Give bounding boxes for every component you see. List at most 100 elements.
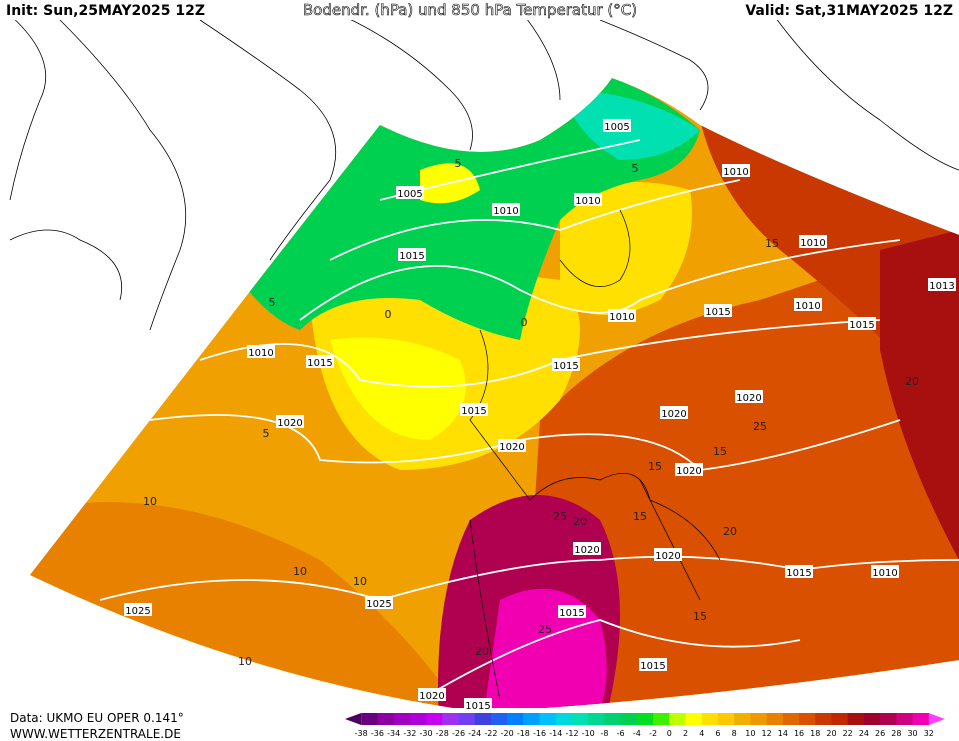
colorbar-label: 32 [924,729,934,738]
colorbar-label: -8 [600,729,608,738]
isobar-label-box [573,542,601,555]
isobar-label-box [558,605,586,618]
colorbar-swatch [555,713,573,725]
colorbar-swatch [750,713,768,725]
isobar-label: 1010 [493,206,518,217]
isobar-label-box [794,298,822,311]
isobar-label: 1013 [929,281,954,292]
isobar-label-box [928,278,956,291]
website: WWW.WETTERZENTRALE.DE [10,727,181,741]
colorbar-swatch [669,713,687,725]
isobar-label: 1010 [575,196,600,207]
isotherm-label: 15 [765,237,779,250]
isotherm-label: 5 [455,157,462,170]
isobar-label: 1010 [723,167,748,178]
isotherm-label: 15 [693,610,707,623]
isobar-label: 1015 [461,406,486,417]
colorbar-swatch [831,713,849,725]
isotherm-label: 20 [723,525,737,538]
valid-time: Valid: Sat,31MAY2025 12Z [745,3,953,19]
isotherm-label: 20 [573,515,587,528]
isobar-label: 1020 [419,691,444,702]
colorbar-label: 24 [859,729,869,738]
temperature-field [30,78,959,712]
isobar-label-box [247,345,275,358]
colorbar-label: 26 [875,729,885,738]
isotherm-label: 10 [353,575,367,588]
isobar-label: 1020 [499,442,524,453]
isotherm-label: 15 [633,510,647,523]
colorbar-swatch [847,713,865,725]
colorbar-swatch [572,713,589,725]
colorbar-swatch [361,713,378,725]
colorbar-label: 2 [683,729,688,738]
isotherm-label: 25 [753,420,767,433]
isobars [99,139,959,701]
isobar-label-box [848,317,876,330]
temp-area [520,230,959,712]
isobar-label: 1010 [872,568,897,579]
colorbar-label: -28 [436,729,449,738]
colorbar-swatch [701,713,719,725]
isotherm-label: 15 [648,460,662,473]
colorbar-swatch [799,713,816,725]
colorbar-swatch [636,713,654,725]
colorbar-label: -34 [387,729,400,738]
data-source: Data: UKMO EU OPER 0.141° [10,711,184,725]
colorbar-swatch [474,713,492,725]
isobar-label-box [306,355,334,368]
isotherm-label: 10 [293,565,307,578]
colorbar-label: -30 [420,729,433,738]
isobar-label-box [722,164,750,177]
colorbar-label: 0 [667,729,672,738]
isobar-label: 1020 [655,551,680,562]
isobar-label-box [124,603,152,616]
isobar-label-box [396,186,424,199]
isotherm-label: 5 [269,296,276,309]
isobar-label-box [704,304,732,317]
isotherm-label: 20 [475,645,489,658]
isobar-label: 1020 [574,545,599,556]
isobar-label: 1005 [604,122,629,133]
isobar-label-box [276,415,304,428]
temp-area [240,78,700,340]
isobar-label-box [654,548,682,561]
colorbar-label: -38 [355,729,368,738]
isotherm-label: 5 [632,162,639,175]
isotherm-label: 15 [713,445,727,458]
isobar-label: 1020 [676,466,701,477]
colorbar-arrow [928,713,945,725]
isotherm-label: 10 [238,655,252,668]
isotherm-label: 25 [538,623,552,636]
colorbar-swatch [588,713,605,725]
colorbar-label: 28 [891,729,901,738]
colorbar-swatch [442,713,460,725]
colorbar-swatch [880,713,897,725]
colorbar-label: 16 [794,729,804,738]
isobar-label: 1015 [553,361,578,372]
coastlines [469,209,721,701]
colorbar-label: -14 [549,729,562,738]
colorbar-label: 12 [762,729,772,738]
colorbar-label: -2 [649,729,657,738]
colorbar-label: 18 [810,729,820,738]
colorbar-swatch [393,713,411,725]
isotherm-label: 0 [521,316,528,329]
isobar-label-box [398,248,426,261]
isobar-label: 1010 [795,301,820,312]
isobar-label-box [464,698,492,711]
isobar-label-box [365,596,393,609]
colorbar-label: -20 [501,729,514,738]
colorbar-swatch [604,713,622,725]
colorbar-label: -24 [468,729,481,738]
isobar-label: 1015 [786,568,811,579]
isobar-label: 1015 [849,320,874,331]
colorbar-label: 10 [745,729,755,738]
isotherm-label: 10 [143,495,157,508]
colorbar-label: 30 [907,729,917,738]
colorbar-label: 4 [699,729,704,738]
map-title: Bodendr. (hPa) und 850 hPa Temperatur (°… [303,1,637,19]
colorbar-swatch [734,713,751,725]
isobar-label-box [735,390,763,403]
colorbar-swatch [653,713,670,725]
